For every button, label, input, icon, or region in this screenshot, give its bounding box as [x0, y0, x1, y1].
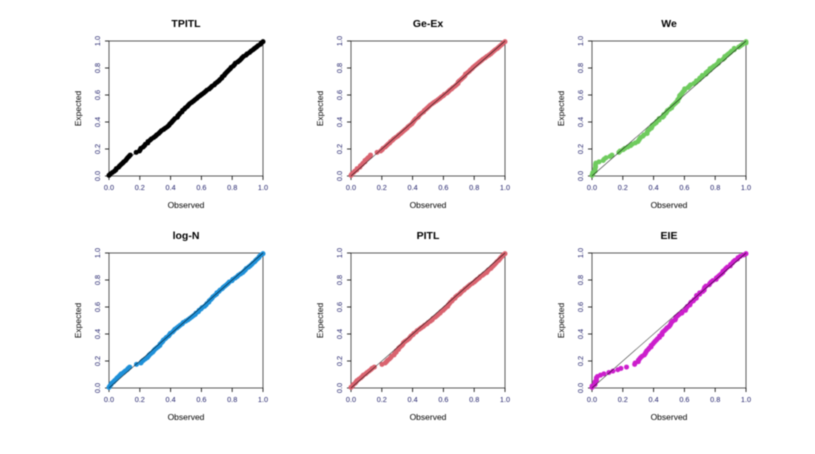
svg-text:0.0: 0.0 — [335, 383, 344, 393]
svg-text:0.0: 0.0 — [104, 395, 114, 404]
svg-text:0.0: 0.0 — [335, 171, 344, 181]
svg-text:0.2: 0.2 — [93, 144, 102, 154]
svg-text:0.4: 0.4 — [166, 183, 176, 192]
svg-text:0.8: 0.8 — [227, 183, 237, 192]
svg-text:Observed: Observed — [651, 200, 688, 210]
svg-text:1.0: 1.0 — [258, 395, 268, 404]
svg-text:0.4: 0.4 — [93, 117, 102, 127]
svg-text:0.2: 0.2 — [618, 183, 628, 192]
svg-text:1.0: 1.0 — [93, 248, 102, 258]
svg-text:Expected: Expected — [315, 91, 325, 127]
svg-text:Observed: Observed — [168, 412, 205, 422]
svg-text:0.8: 0.8 — [710, 395, 720, 404]
svg-text:1.0: 1.0 — [500, 183, 510, 192]
svg-text:Expected: Expected — [556, 303, 566, 339]
svg-text:0.6: 0.6 — [679, 183, 689, 192]
svg-text:We: We — [661, 18, 677, 30]
svg-text:0.2: 0.2 — [335, 144, 344, 154]
svg-text:0.6: 0.6 — [576, 302, 585, 312]
svg-text:0.4: 0.4 — [93, 329, 102, 339]
svg-text:0.2: 0.2 — [135, 183, 145, 192]
svg-text:0.2: 0.2 — [377, 395, 387, 404]
svg-text:0.4: 0.4 — [576, 329, 585, 339]
svg-text:0.6: 0.6 — [438, 183, 448, 192]
svg-text:Expected: Expected — [73, 91, 83, 127]
svg-text:1.0: 1.0 — [335, 36, 344, 46]
svg-text:1.0: 1.0 — [576, 36, 585, 46]
svg-text:0.6: 0.6 — [93, 302, 102, 312]
svg-text:Ge-Ex: Ge-Ex — [413, 18, 444, 30]
svg-text:0.2: 0.2 — [576, 356, 585, 366]
svg-text:0.2: 0.2 — [377, 183, 387, 192]
svg-text:1.0: 1.0 — [576, 248, 585, 258]
svg-text:0.6: 0.6 — [93, 90, 102, 100]
svg-text:0.8: 0.8 — [469, 395, 479, 404]
svg-text:TPITL: TPITL — [171, 18, 201, 30]
svg-text:Observed: Observed — [410, 200, 447, 210]
svg-text:0.8: 0.8 — [335, 275, 344, 285]
svg-text:0.6: 0.6 — [335, 302, 344, 312]
svg-text:0.6: 0.6 — [196, 395, 206, 404]
svg-text:0.8: 0.8 — [227, 395, 237, 404]
svg-text:1.0: 1.0 — [93, 36, 102, 46]
svg-text:1.0: 1.0 — [500, 395, 510, 404]
svg-text:EIE: EIE — [661, 230, 678, 242]
svg-text:0.2: 0.2 — [618, 395, 628, 404]
svg-text:log-N: log-N — [173, 230, 200, 242]
svg-text:0.0: 0.0 — [587, 395, 597, 404]
svg-text:0.2: 0.2 — [93, 356, 102, 366]
svg-text:0.0: 0.0 — [587, 183, 597, 192]
svg-text:Observed: Observed — [651, 412, 688, 422]
svg-text:0.4: 0.4 — [576, 117, 585, 127]
svg-text:1.0: 1.0 — [741, 183, 751, 192]
svg-text:0.0: 0.0 — [104, 183, 114, 192]
svg-text:0.4: 0.4 — [649, 183, 659, 192]
svg-text:0.8: 0.8 — [576, 275, 585, 285]
svg-text:0.8: 0.8 — [93, 275, 102, 285]
svg-text:0.2: 0.2 — [135, 395, 145, 404]
svg-text:0.8: 0.8 — [93, 63, 102, 73]
svg-text:0.6: 0.6 — [438, 395, 448, 404]
svg-text:0.0: 0.0 — [576, 383, 585, 393]
svg-text:Expected: Expected — [556, 91, 566, 127]
svg-text:0.0: 0.0 — [576, 171, 585, 181]
svg-text:0.8: 0.8 — [335, 63, 344, 73]
svg-text:Observed: Observed — [168, 200, 205, 210]
svg-text:0.4: 0.4 — [335, 117, 344, 127]
svg-text:Expected: Expected — [315, 303, 325, 339]
svg-text:0.4: 0.4 — [408, 183, 418, 192]
svg-text:0.6: 0.6 — [335, 90, 344, 100]
svg-text:0.8: 0.8 — [469, 183, 479, 192]
svg-text:0.0: 0.0 — [346, 395, 356, 404]
svg-text:PITL: PITL — [417, 230, 440, 242]
svg-text:0.0: 0.0 — [93, 171, 102, 181]
svg-text:0.6: 0.6 — [679, 395, 689, 404]
svg-text:0.4: 0.4 — [335, 329, 344, 339]
svg-text:0.4: 0.4 — [408, 395, 418, 404]
svg-text:0.4: 0.4 — [649, 395, 659, 404]
svg-text:0.2: 0.2 — [335, 356, 344, 366]
svg-text:0.4: 0.4 — [166, 395, 176, 404]
svg-text:0.0: 0.0 — [346, 183, 356, 192]
svg-text:0.6: 0.6 — [576, 90, 585, 100]
svg-text:1.0: 1.0 — [258, 183, 268, 192]
svg-text:0.2: 0.2 — [576, 144, 585, 154]
svg-text:Observed: Observed — [410, 412, 447, 422]
svg-text:1.0: 1.0 — [741, 395, 751, 404]
svg-text:Expected: Expected — [73, 303, 83, 339]
svg-text:0.8: 0.8 — [576, 63, 585, 73]
svg-text:0.8: 0.8 — [710, 183, 720, 192]
svg-text:0.6: 0.6 — [196, 183, 206, 192]
svg-text:1.0: 1.0 — [335, 248, 344, 258]
svg-text:0.0: 0.0 — [93, 383, 102, 393]
